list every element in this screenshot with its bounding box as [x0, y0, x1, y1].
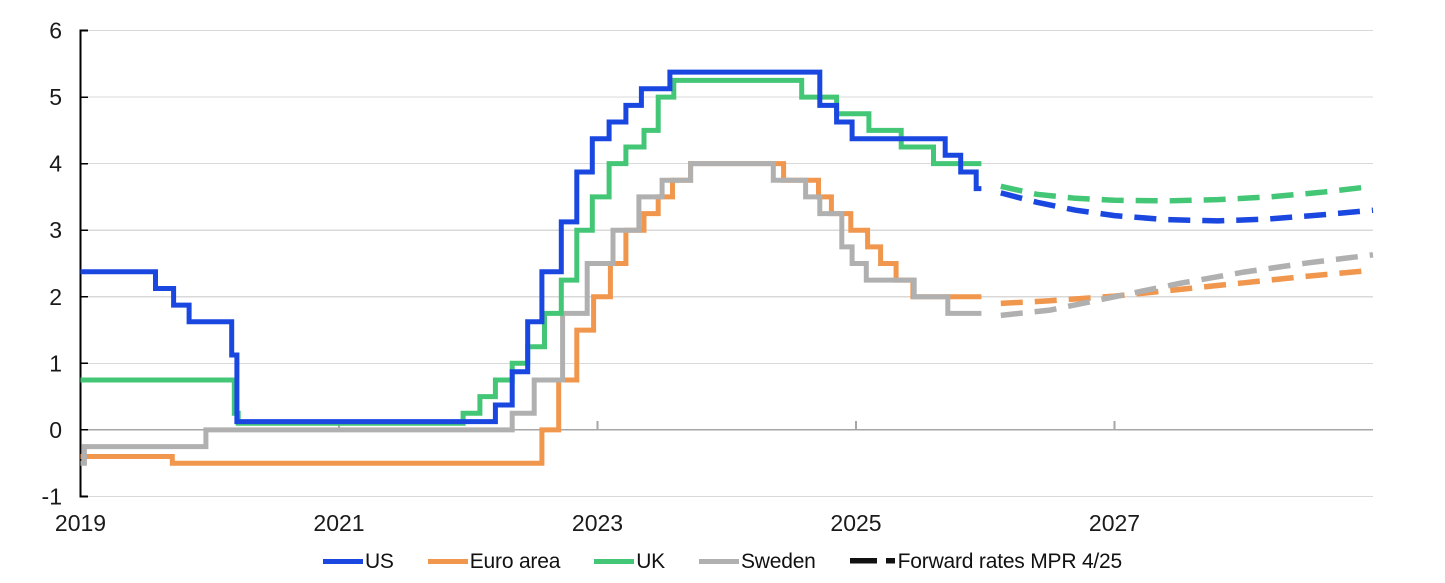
- legend-label: US: [364, 549, 394, 573]
- x-axis-label: 2027: [1089, 510, 1140, 536]
- x-axis-label: 2023: [572, 510, 623, 536]
- y-axis-label: 2: [49, 284, 62, 310]
- y-axis-label: 5: [49, 84, 62, 110]
- y-axis-label: 0: [49, 417, 62, 443]
- legend-line-swatch: [427, 558, 468, 564]
- x-axis-label: 2019: [55, 510, 106, 536]
- legend-item-us: US: [322, 549, 394, 573]
- y-axis-label: 6: [49, 18, 62, 44]
- gridlines: [80, 29, 1373, 498]
- legend-item-euro-area: Euro area: [427, 549, 561, 573]
- x-axis-label: 2021: [313, 510, 364, 536]
- series-uk: [80, 77, 982, 426]
- y-axis-label: -1: [42, 483, 62, 509]
- chart-canvas: -1 0 1 2 3 4 5 6 2019 2021 2023 2025 2027: [42, 18, 1374, 537]
- legend-label: Euro area: [469, 549, 561, 573]
- legend-label: Sweden: [740, 549, 816, 573]
- data-series: [80, 69, 1374, 466]
- legend-item-uk: UK: [594, 551, 665, 572]
- y-axis-label: 4: [49, 151, 62, 177]
- chart-legend: US Euro area UK Sweden Forward rates MPR 4/2…: [0, 545, 1445, 577]
- series-uk-forward-rates-mpr-4-25: [1000, 183, 1374, 204]
- series-sweden-forward-rates-mpr-4-25: [1000, 252, 1374, 319]
- series-us-forward-rates-mpr-4-25: [1000, 190, 1374, 224]
- axes: [79, 29, 88, 498]
- legend-line-swatch: [322, 558, 363, 564]
- legend-item-forward-rates-mpr-4-25: Forward rates MPR 4/25: [849, 549, 1123, 573]
- legend-line-swatch: [594, 558, 635, 564]
- legend-dashed-line-swatch: [849, 558, 895, 564]
- x-axis-label: 2025: [830, 510, 881, 536]
- y-axis-label: 1: [49, 350, 62, 376]
- series-euro-area: [80, 161, 982, 466]
- series-us: [80, 69, 982, 425]
- y-axis-label: 3: [49, 217, 62, 243]
- legend-label: UK: [636, 549, 665, 573]
- series-euro-area-forward-rates-mpr-4-25: [1000, 267, 1374, 307]
- legend-label: Forward rates MPR 4/25: [897, 549, 1123, 573]
- series-sweden: [80, 161, 982, 466]
- axis-labels: -1 0 1 2 3 4 5 6 2019 2021 2023 2025 2027: [42, 18, 1141, 537]
- legend-item-sweden: Sweden: [698, 549, 816, 573]
- legend-line-swatch: [698, 558, 739, 564]
